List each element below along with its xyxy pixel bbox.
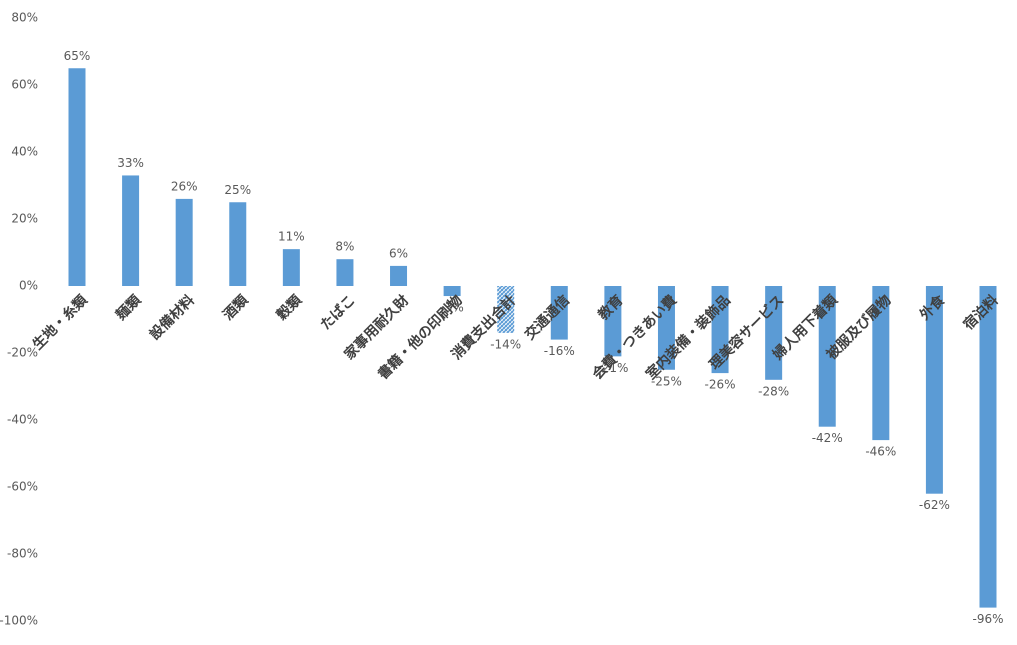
bar	[336, 259, 354, 286]
bar	[604, 286, 622, 357]
value-label: -25%	[651, 374, 682, 388]
bar	[122, 175, 140, 286]
value-label: 26%	[171, 179, 198, 193]
bar	[68, 68, 86, 286]
value-label: 33%	[117, 156, 144, 170]
y-tick-label: -80%	[7, 547, 38, 561]
bar	[443, 286, 461, 297]
bar	[229, 202, 247, 286]
x-tick-label: 酒類	[220, 292, 252, 324]
y-tick-label: 40%	[11, 145, 38, 159]
y-tick-label: -100%	[0, 614, 38, 628]
x-tick-label: 外食	[916, 291, 949, 324]
y-tick-label: 0%	[19, 279, 38, 293]
y-tick-label: -40%	[7, 413, 38, 427]
value-label: -62%	[919, 498, 950, 512]
value-label: 6%	[389, 246, 408, 260]
value-label: -28%	[758, 384, 789, 398]
value-label: -21%	[597, 361, 628, 375]
bar	[979, 286, 997, 608]
value-label: -42%	[812, 431, 843, 445]
y-tick-label: 20%	[11, 212, 38, 226]
y-tick-label: -20%	[7, 346, 38, 360]
x-tick-label: たばこ	[318, 292, 359, 333]
value-label: 11%	[278, 230, 305, 244]
value-label: 65%	[64, 49, 91, 63]
value-label: -96%	[972, 612, 1003, 626]
bar	[497, 286, 515, 333]
value-label: -16%	[544, 344, 575, 358]
value-label: -46%	[865, 445, 896, 459]
value-label: -14%	[490, 337, 521, 351]
bar	[175, 198, 193, 286]
bar	[765, 286, 783, 380]
x-tick-label: 麺類	[112, 291, 145, 324]
value-label: 8%	[335, 240, 354, 254]
x-tick-label: 生地・糸類	[29, 291, 91, 353]
y-tick-label: 60%	[11, 78, 38, 92]
bar	[711, 286, 729, 374]
x-tick-label: 設備材料	[146, 292, 198, 344]
y-tick-label: -60%	[7, 480, 38, 494]
bar	[925, 286, 943, 494]
bar	[818, 286, 836, 427]
bar	[657, 286, 675, 370]
y-tick-label: 80%	[11, 11, 38, 25]
bar	[282, 249, 300, 286]
bar	[550, 286, 568, 340]
bar	[390, 265, 408, 286]
bar	[872, 286, 890, 441]
value-label: -3%	[440, 301, 463, 315]
x-tick-label: 穀類	[273, 291, 306, 324]
value-label: -26%	[705, 378, 736, 392]
x-tick-label: 教育	[595, 292, 627, 324]
value-label: 25%	[224, 183, 251, 197]
